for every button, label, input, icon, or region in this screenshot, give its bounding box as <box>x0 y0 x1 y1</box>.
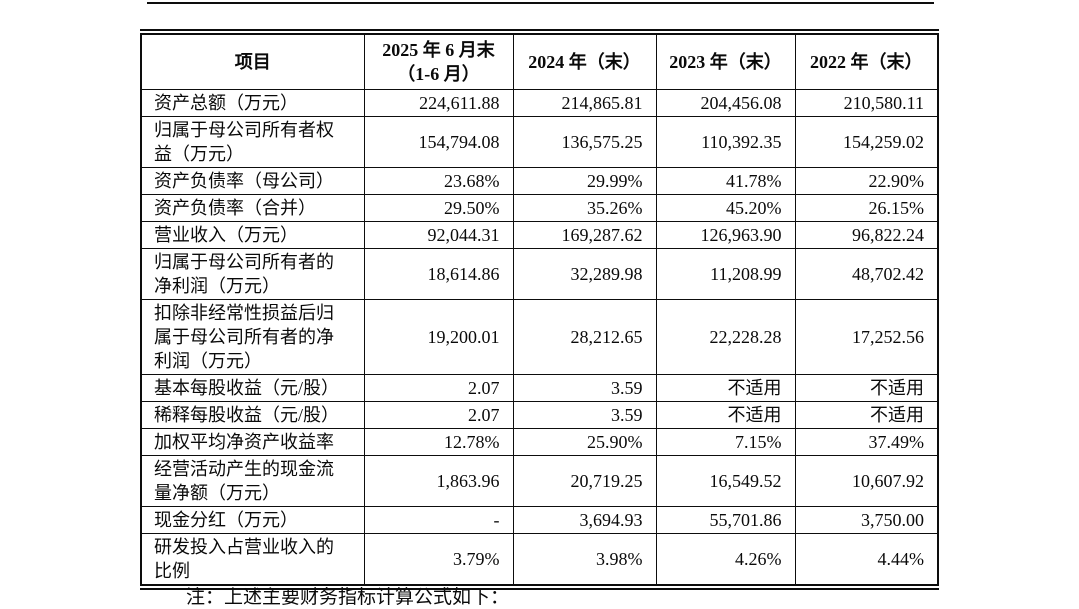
item-cell: 资产总额（万元） <box>140 89 365 117</box>
value-cell: 45.20% <box>655 194 796 222</box>
item-cell: 归属于母公司所有者的净利润（万元） <box>140 248 365 300</box>
item-cell: 资产负债率（母公司） <box>140 167 365 195</box>
value-cell: 12.78% <box>363 428 514 456</box>
value-cell: 26.15% <box>794 194 939 222</box>
table-row: 资产负债率（母公司） 23.68% 29.99% 41.78% 22.90% <box>140 167 939 195</box>
item-cell: 稀释每股收益（元/股） <box>140 401 365 429</box>
value-cell: 110,392.35 <box>655 116 796 168</box>
value-cell: 32,289.98 <box>512 248 657 300</box>
value-cell: 不适用 <box>794 374 939 402</box>
table-row: 研发投入占营业收入的比例 3.79% 3.98% 4.26% 4.44% <box>140 533 939 588</box>
value-cell: 4.44% <box>794 533 939 588</box>
item-cell: 现金分红（万元） <box>140 506 365 534</box>
value-cell: 154,794.08 <box>363 116 514 168</box>
value-cell: 25.90% <box>512 428 657 456</box>
value-cell: 23.68% <box>363 167 514 195</box>
value-cell: 154,259.02 <box>794 116 939 168</box>
header-cell-col3: 2023 年（末） <box>655 31 796 90</box>
value-cell: 126,963.90 <box>655 221 796 249</box>
value-cell: 22.90% <box>794 167 939 195</box>
value-cell: 7.15% <box>655 428 796 456</box>
table-row: 稀释每股收益（元/股） 2.07 3.59 不适用 不适用 <box>140 401 939 429</box>
value-cell: 20,719.25 <box>512 455 657 507</box>
item-cell: 研发投入占营业收入的比例 <box>140 533 365 588</box>
value-cell: 不适用 <box>655 401 796 429</box>
header-cell-col2: 2024 年（末） <box>512 31 657 90</box>
top-horizontal-rule <box>147 2 934 4</box>
value-cell: 48,702.42 <box>794 248 939 300</box>
table-header-row: 项目 2025 年 6 月末 （1-6 月） 2024 年（末） 2023 年（末） 2… <box>140 31 939 90</box>
value-cell: 2.07 <box>363 401 514 429</box>
value-cell: 29.99% <box>512 167 657 195</box>
item-cell: 加权平均净资产收益率 <box>140 428 365 456</box>
value-cell: 11,208.99 <box>655 248 796 300</box>
value-cell: 不适用 <box>794 401 939 429</box>
financial-indicators-table: 项目 2025 年 6 月末 （1-6 月） 2024 年（末） 2023 年（末） 2… <box>140 29 939 590</box>
table-row: 归属于母公司所有者权益（万元） 154,794.08 136,575.25 110,3… <box>140 116 939 168</box>
table-row: 加权平均净资产收益率 12.78% 25.90% 7.15% 37.49% <box>140 428 939 456</box>
value-cell: - <box>363 506 514 534</box>
value-cell: 29.50% <box>363 194 514 222</box>
value-cell: 16,549.52 <box>655 455 796 507</box>
header-cell-col1: 2025 年 6 月末 （1-6 月） <box>363 31 514 90</box>
table-row: 资产总额（万元） 224,611.88 214,865.81 204,456.08 21… <box>140 89 939 117</box>
value-cell: 55,701.86 <box>655 506 796 534</box>
header-cell-col4: 2022 年（末） <box>794 31 939 90</box>
value-cell: 19,200.01 <box>363 299 514 375</box>
value-cell: 96,822.24 <box>794 221 939 249</box>
footnote-line: 注：上述主要财务指标计算公式如下： <box>186 587 510 608</box>
document-page: 项目 2025 年 6 月末 （1-6 月） 2024 年（末） 2023 年（末） 2… <box>140 2 939 608</box>
table-row: 资产负债率（合并） 29.50% 35.26% 45.20% 26.15% <box>140 194 939 222</box>
value-cell: 92,044.31 <box>363 221 514 249</box>
item-cell: 资产负债率（合并） <box>140 194 365 222</box>
value-cell: 3.59 <box>512 374 657 402</box>
item-cell: 基本每股收益（元/股） <box>140 374 365 402</box>
value-cell: 37.49% <box>794 428 939 456</box>
value-cell: 28,212.65 <box>512 299 657 375</box>
header-cell-col0: 项目 <box>140 31 365 90</box>
value-cell: 不适用 <box>655 374 796 402</box>
value-cell: 3,694.93 <box>512 506 657 534</box>
item-cell: 营业收入（万元） <box>140 221 365 249</box>
item-cell: 经营活动产生的现金流量净额（万元） <box>140 455 365 507</box>
value-cell: 214,865.81 <box>512 89 657 117</box>
value-cell: 22,228.28 <box>655 299 796 375</box>
value-cell: 224,611.88 <box>363 89 514 117</box>
value-cell: 35.26% <box>512 194 657 222</box>
table-row: 基本每股收益（元/股） 2.07 3.59 不适用 不适用 <box>140 374 939 402</box>
item-cell: 扣除非经常性损益后归属于母公司所有者的净利润（万元） <box>140 299 365 375</box>
value-cell: 2.07 <box>363 374 514 402</box>
value-cell: 3.98% <box>512 533 657 588</box>
value-cell: 204,456.08 <box>655 89 796 117</box>
table-row: 现金分红（万元） -3,694.93 55,701.86 3,750.00 <box>140 506 939 534</box>
table-row: 经营活动产生的现金流量净额（万元） 1,863.96 20,719.25 16,549… <box>140 455 939 507</box>
table-row: 归属于母公司所有者的净利润（万元） 18,614.86 32,289.98 11,20… <box>140 248 939 300</box>
value-cell: 169,287.62 <box>512 221 657 249</box>
table-body: 资产总额（万元） 224,611.88 214,865.81 204,456.08 21… <box>140 89 939 588</box>
table-row: 扣除非经常性损益后归属于母公司所有者的净利润（万元） 19,200.01 28,21… <box>140 299 939 375</box>
value-cell: 10,607.92 <box>794 455 939 507</box>
value-cell: 1,863.96 <box>363 455 514 507</box>
value-cell: 3,750.00 <box>794 506 939 534</box>
value-cell: 210,580.11 <box>794 89 939 117</box>
item-cell: 归属于母公司所有者权益（万元） <box>140 116 365 168</box>
value-cell: 3.79% <box>363 533 514 588</box>
value-cell: 136,575.25 <box>512 116 657 168</box>
table-row: 营业收入（万元） 92,044.31 169,287.62 126,963.90 96,… <box>140 221 939 249</box>
value-cell: 3.59 <box>512 401 657 429</box>
value-cell: 17,252.56 <box>794 299 939 375</box>
value-cell: 41.78% <box>655 167 796 195</box>
value-cell: 4.26% <box>655 533 796 588</box>
value-cell: 18,614.86 <box>363 248 514 300</box>
